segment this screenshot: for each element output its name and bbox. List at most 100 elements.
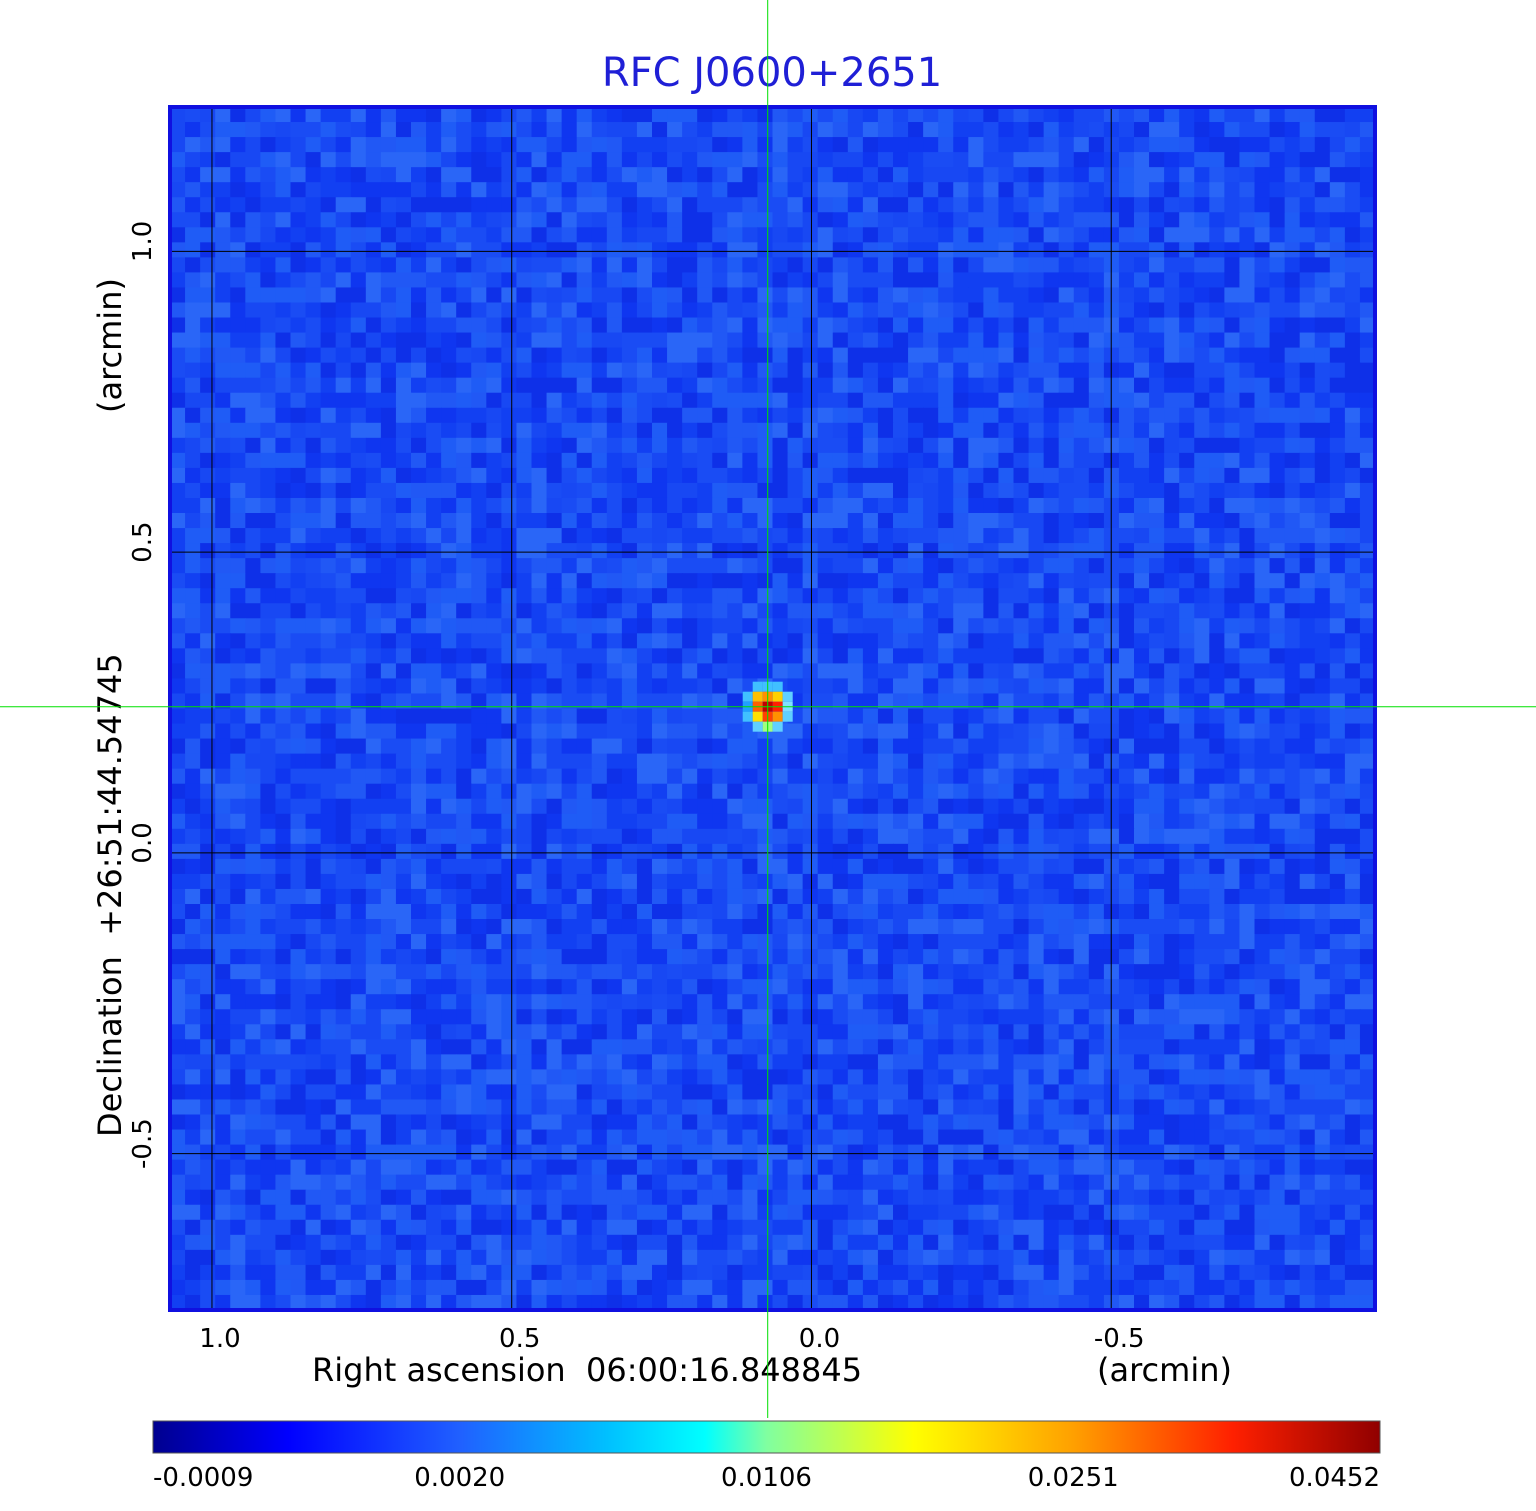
- image-pixel: [426, 813, 442, 830]
- image-pixel: [877, 994, 894, 1010]
- image-pixel: [1073, 107, 1090, 123]
- image-pixel: [411, 588, 427, 604]
- image-pixel: [1028, 257, 1045, 274]
- image-pixel: [1314, 272, 1331, 289]
- image-pixel: [862, 437, 879, 454]
- image-pixel: [380, 107, 397, 123]
- image-pixel: [1359, 903, 1376, 920]
- image-pixel: [1239, 452, 1256, 469]
- image-pixel: [772, 768, 789, 785]
- image-pixel: [1224, 122, 1241, 138]
- image-pixel: [380, 227, 397, 243]
- image-pixel: [1224, 272, 1241, 289]
- image-pixel: [290, 407, 307, 424]
- image-pixel: [1284, 437, 1301, 454]
- image-pixel: [862, 287, 879, 304]
- image-pixel: [877, 964, 894, 980]
- image-pixel: [380, 528, 397, 544]
- image-pixel: [501, 723, 518, 740]
- image-pixel: [185, 152, 201, 168]
- image-pixel: [772, 167, 789, 183]
- image-pixel: [365, 272, 382, 289]
- image-pixel: [953, 197, 969, 213]
- image-pixel: [1254, 919, 1271, 935]
- image-pixel: [350, 332, 367, 349]
- image-pixel: [621, 317, 638, 334]
- image-pixel: [305, 362, 322, 379]
- image-pixel: [1088, 302, 1105, 319]
- image-pixel: [938, 828, 954, 845]
- image-pixel: [471, 663, 487, 680]
- image-pixel: [652, 513, 668, 529]
- image-pixel: [893, 362, 909, 379]
- image-pixel: [471, 783, 487, 800]
- image-pixel: [1134, 873, 1150, 890]
- image-pixel: [1224, 573, 1241, 589]
- image-pixel: [1224, 588, 1241, 604]
- image-pixel: [636, 858, 653, 875]
- image-pixel: [561, 558, 578, 574]
- image-pixel: [320, 528, 337, 544]
- image-pixel: [561, 573, 578, 589]
- image-pixel: [832, 558, 849, 574]
- image-pixel: [1058, 467, 1075, 484]
- image-pixel: [923, 227, 939, 243]
- image-pixel: [757, 347, 774, 364]
- image-pixel: [546, 528, 563, 544]
- image-pixel: [923, 618, 939, 634]
- image-pixel: [606, 242, 623, 258]
- image-pixel: [712, 783, 728, 800]
- image-pixel: [636, 558, 653, 574]
- image-pixel: [862, 753, 879, 770]
- image-pixel: [1359, 543, 1376, 559]
- image-pixel: [652, 828, 668, 845]
- image-pixel: [1134, 332, 1150, 349]
- image-pixel: [953, 573, 969, 589]
- image-pixel: [561, 392, 578, 409]
- image-pixel: [1254, 573, 1271, 589]
- image-pixel: [862, 903, 879, 920]
- image-pixel: [576, 377, 593, 394]
- image-pixel: [591, 738, 608, 755]
- image-pixel: [1254, 979, 1271, 995]
- image-pixel: [1314, 1024, 1331, 1040]
- image-pixel: [531, 964, 548, 980]
- image-pixel: [998, 362, 1015, 379]
- image-pixel: [426, 843, 442, 860]
- image-pixel: [426, 182, 442, 198]
- image-pixel: [697, 122, 713, 138]
- image-pixel: [772, 618, 789, 634]
- image-pixel: [1344, 197, 1361, 213]
- image-pixel: [1028, 1009, 1045, 1025]
- image-pixel: [983, 452, 1000, 469]
- image-pixel: [893, 798, 909, 815]
- image-pixel: [260, 167, 277, 183]
- image-pixel: [245, 903, 261, 920]
- image-pixel: [531, 663, 548, 680]
- image-pixel: [787, 828, 804, 845]
- image-pixel: [501, 437, 518, 454]
- image-pixel: [185, 603, 201, 619]
- image-pixel: [501, 813, 518, 830]
- image-pixel: [908, 152, 924, 168]
- image-pixel: [531, 618, 548, 634]
- image-pixel: [606, 137, 623, 153]
- image-pixel: [847, 437, 864, 454]
- image-pixel: [1359, 603, 1376, 619]
- image-pixel: [411, 257, 427, 274]
- image-pixel: [380, 452, 397, 469]
- image-pixel: [606, 723, 623, 740]
- image-pixel: [1299, 678, 1316, 695]
- image-pixel: [471, 122, 487, 138]
- image-pixel: [606, 392, 623, 409]
- image-pixel: [953, 1024, 969, 1040]
- image-pixel: [230, 122, 246, 138]
- image-pixel: [1359, 843, 1376, 860]
- image-pixel: [456, 317, 472, 334]
- image-pixel: [877, 182, 894, 198]
- image-pixel: [170, 543, 186, 559]
- image-pixel: [576, 422, 593, 439]
- image-pixel: [953, 708, 969, 725]
- image-pixel: [411, 964, 427, 980]
- image-pixel: [1164, 257, 1180, 274]
